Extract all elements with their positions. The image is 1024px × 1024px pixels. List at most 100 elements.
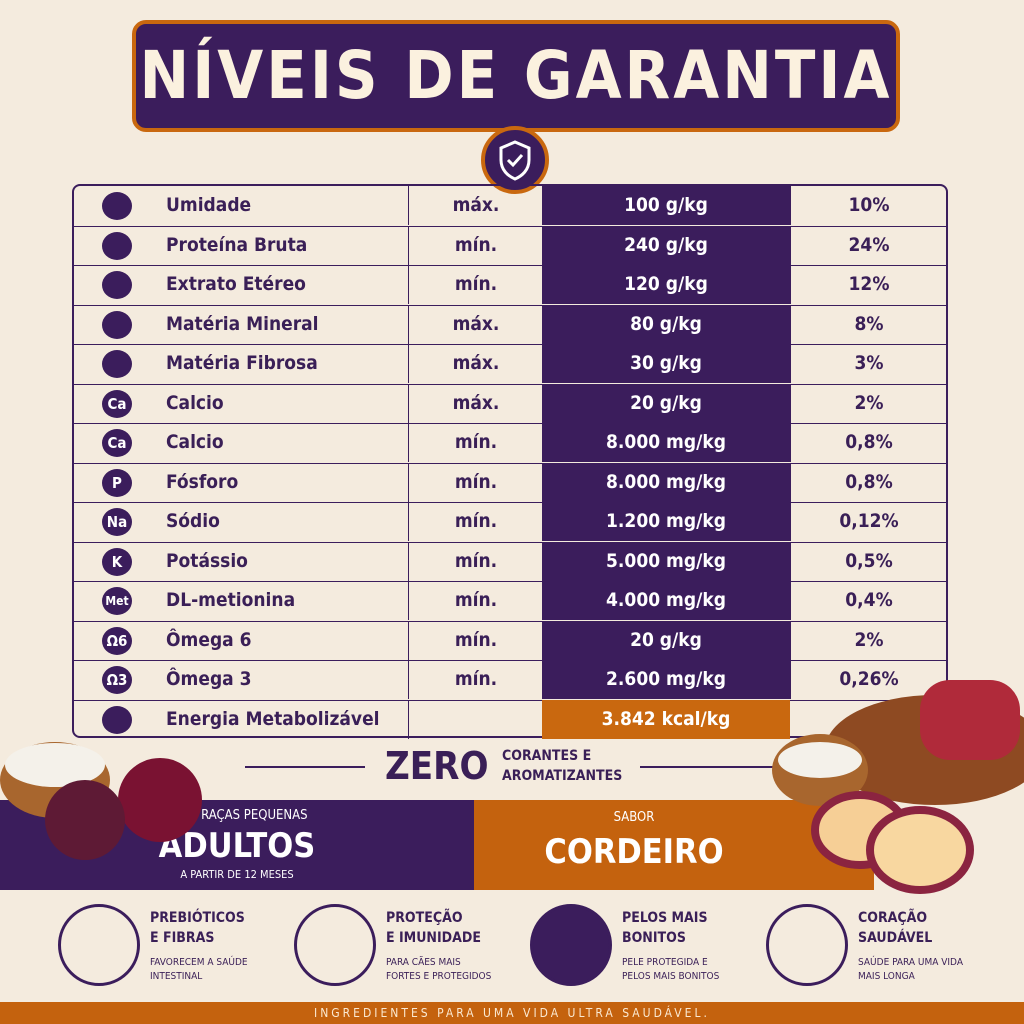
row-amount: 30 g/kg — [542, 344, 790, 383]
benefit-icon — [58, 904, 140, 986]
footer: INGREDIENTES PARA UMA VIDA ULTRA SAUDÁVE… — [0, 1002, 1024, 1024]
shield-icon — [499, 140, 531, 181]
row-name: Energia Metabolizável — [166, 707, 380, 730]
row-name: Extrato Etéreo — [166, 273, 306, 295]
benefit-title: SAUDÁVEL — [858, 930, 933, 946]
row-name: Umidade — [166, 194, 252, 216]
table-row: Ca Calcio máx. 20 g/kg 2% — [74, 383, 947, 424]
row-icon: Ca — [102, 429, 132, 457]
banner-top: SABOR — [613, 810, 655, 825]
row-qualifier: mín. — [408, 541, 543, 581]
row-qualifier: mín. — [408, 225, 543, 265]
row-qualifier: mín. — [408, 581, 543, 620]
zero-line: CORANTES E — [502, 748, 592, 764]
row-qualifier: mín. — [408, 423, 543, 462]
benefit-text: PELOS MAIS BONITOS — [622, 971, 720, 982]
row-icon: P — [102, 468, 132, 497]
zero-section: ZERO CORANTES E AROMATIZANTES — [0, 740, 1024, 796]
row-percent: 3% — [790, 344, 947, 383]
row-name: Ômega 6 — [166, 628, 252, 651]
row-amount: 1.200 mg/kg — [542, 502, 790, 541]
benefit-icon — [766, 904, 848, 986]
food-left — [0, 742, 202, 860]
row-percent: 2% — [790, 383, 947, 423]
row-icon — [102, 192, 132, 220]
row-name: Matéria Fibrosa — [166, 352, 318, 374]
table-row: P Fósforo mín. 8.000 mg/kg 0,8% — [74, 462, 946, 503]
row-amount: 8.000 mg/kg — [542, 462, 790, 502]
row-icon: Ω3 — [102, 666, 132, 694]
benefit-text: INTESTINAL — [150, 971, 203, 982]
row-name: Calcio — [166, 431, 224, 453]
row-amount: 5.000 mg/kg — [542, 541, 790, 581]
benefit: PREBIÓTICOS E FIBRAS FAVORECEM A SAÚDE INTE… — [58, 900, 308, 1000]
benefit-title: CORAÇÃO — [858, 910, 928, 926]
row-amount: 8.000 mg/kg — [542, 423, 790, 462]
row-icon — [102, 231, 132, 260]
row-qualifier — [408, 699, 543, 739]
row-percent: 0,4% — [790, 581, 947, 620]
row-qualifier: máx. — [408, 344, 543, 383]
row-percent: 24% — [790, 225, 947, 265]
benefit: PROTEÇÃO E IMUNIDADE PARA CÃES MAIS FORTES … — [294, 900, 544, 1000]
row-qualifier: mín. — [408, 265, 543, 304]
benefit-text: SAÚDE PARA UMA VIDA — [858, 957, 963, 968]
row-icon: Na — [102, 508, 132, 536]
row-percent: 0,26% — [790, 660, 947, 699]
row-amount: 3.842 kcal/kg — [542, 699, 790, 739]
row-amount: 100 g/kg — [542, 186, 790, 225]
benefit-text: FORTES E PROTEGIDOS — [386, 971, 492, 982]
row-qualifier: mín. — [408, 502, 543, 541]
benefit-title: PREBIÓTICOS — [150, 910, 245, 926]
row-name: Calcio — [166, 391, 224, 414]
row-icon — [102, 350, 132, 378]
table-row: Extrato Etéreo mín. 120 g/kg 12% — [74, 265, 946, 306]
table-row: K Potássio mín. 5.000 mg/kg 0,5% — [74, 541, 947, 582]
row-amount: 4.000 mg/kg — [542, 581, 790, 620]
table-row: Umidade máx. 100 g/kg 10% — [74, 186, 946, 227]
row-name: Ômega 3 — [166, 668, 252, 690]
row-percent: 10% — [790, 186, 947, 225]
benefit: CORAÇÃO SAUDÁVEL SAÚDE PARA UMA VIDA MAIS L… — [766, 900, 1016, 1000]
row-qualifier: máx. — [408, 383, 543, 423]
row-percent: 0,12% — [790, 502, 947, 541]
row-percent: 0,8% — [790, 423, 947, 462]
row-icon — [102, 310, 132, 339]
row-icon: Ω6 — [102, 626, 132, 655]
row-name: Fósforo — [166, 470, 239, 493]
benefit-title: E FIBRAS — [150, 930, 215, 946]
row-icon: K — [102, 547, 132, 576]
row-percent: 0,5% — [790, 541, 947, 581]
row-name: Potássio — [166, 549, 248, 572]
row-amount: 20 g/kg — [542, 383, 790, 423]
row-name: DL-metionina — [166, 589, 296, 611]
banner-top: CÃES RAÇAS PEQUENAS — [166, 808, 308, 823]
table-row: Matéria Fibrosa máx. 30 g/kg 3% — [74, 344, 946, 385]
row-icon: Ca — [102, 389, 132, 418]
row-percent: 2% — [790, 620, 947, 660]
benefit-text: PARA CÃES MAIS — [386, 957, 461, 968]
rule — [640, 766, 780, 768]
row-qualifier: máx. — [408, 186, 543, 225]
table: Umidade máx. 100 g/kg 10% Proteína Bruta mín.… — [72, 184, 948, 739]
row-icon — [102, 271, 132, 299]
benefit-text: MAIS LONGA — [858, 971, 915, 982]
row-amount: 20 g/kg — [542, 620, 790, 660]
table-row: Proteína Bruta mín. 240 g/kg 24% — [74, 225, 947, 266]
table-row: Ω3 Ômega 3 mín. 2.600 mg/kg 0,26% — [74, 660, 946, 701]
benefit-title: E IMUNIDADE — [386, 930, 481, 946]
benefit: PELOS MAIS BONITOS PELE PROTEGIDA E PELOS M… — [530, 900, 780, 1000]
table-row: Matéria Mineral máx. 80 g/kg 8% — [74, 304, 946, 345]
row-qualifier: mín. — [408, 620, 543, 660]
benefit-title: BONITOS — [622, 930, 686, 946]
row-amount: 2.600 mg/kg — [542, 660, 790, 699]
title: NÍVEIS DE GARANTIA — [132, 20, 900, 132]
benefit-text: PELE PROTEGIDA E — [622, 957, 708, 968]
row-qualifier: mín. — [408, 660, 543, 699]
table-row: Ca Calcio mín. 8.000 mg/kg 0,8% — [74, 423, 946, 464]
row-name: Matéria Mineral — [166, 312, 319, 335]
row-qualifier: máx. — [408, 304, 543, 344]
banner-bottom: A PARTIR DE 12 MESES — [180, 868, 294, 881]
row-icon: Met — [102, 587, 132, 615]
